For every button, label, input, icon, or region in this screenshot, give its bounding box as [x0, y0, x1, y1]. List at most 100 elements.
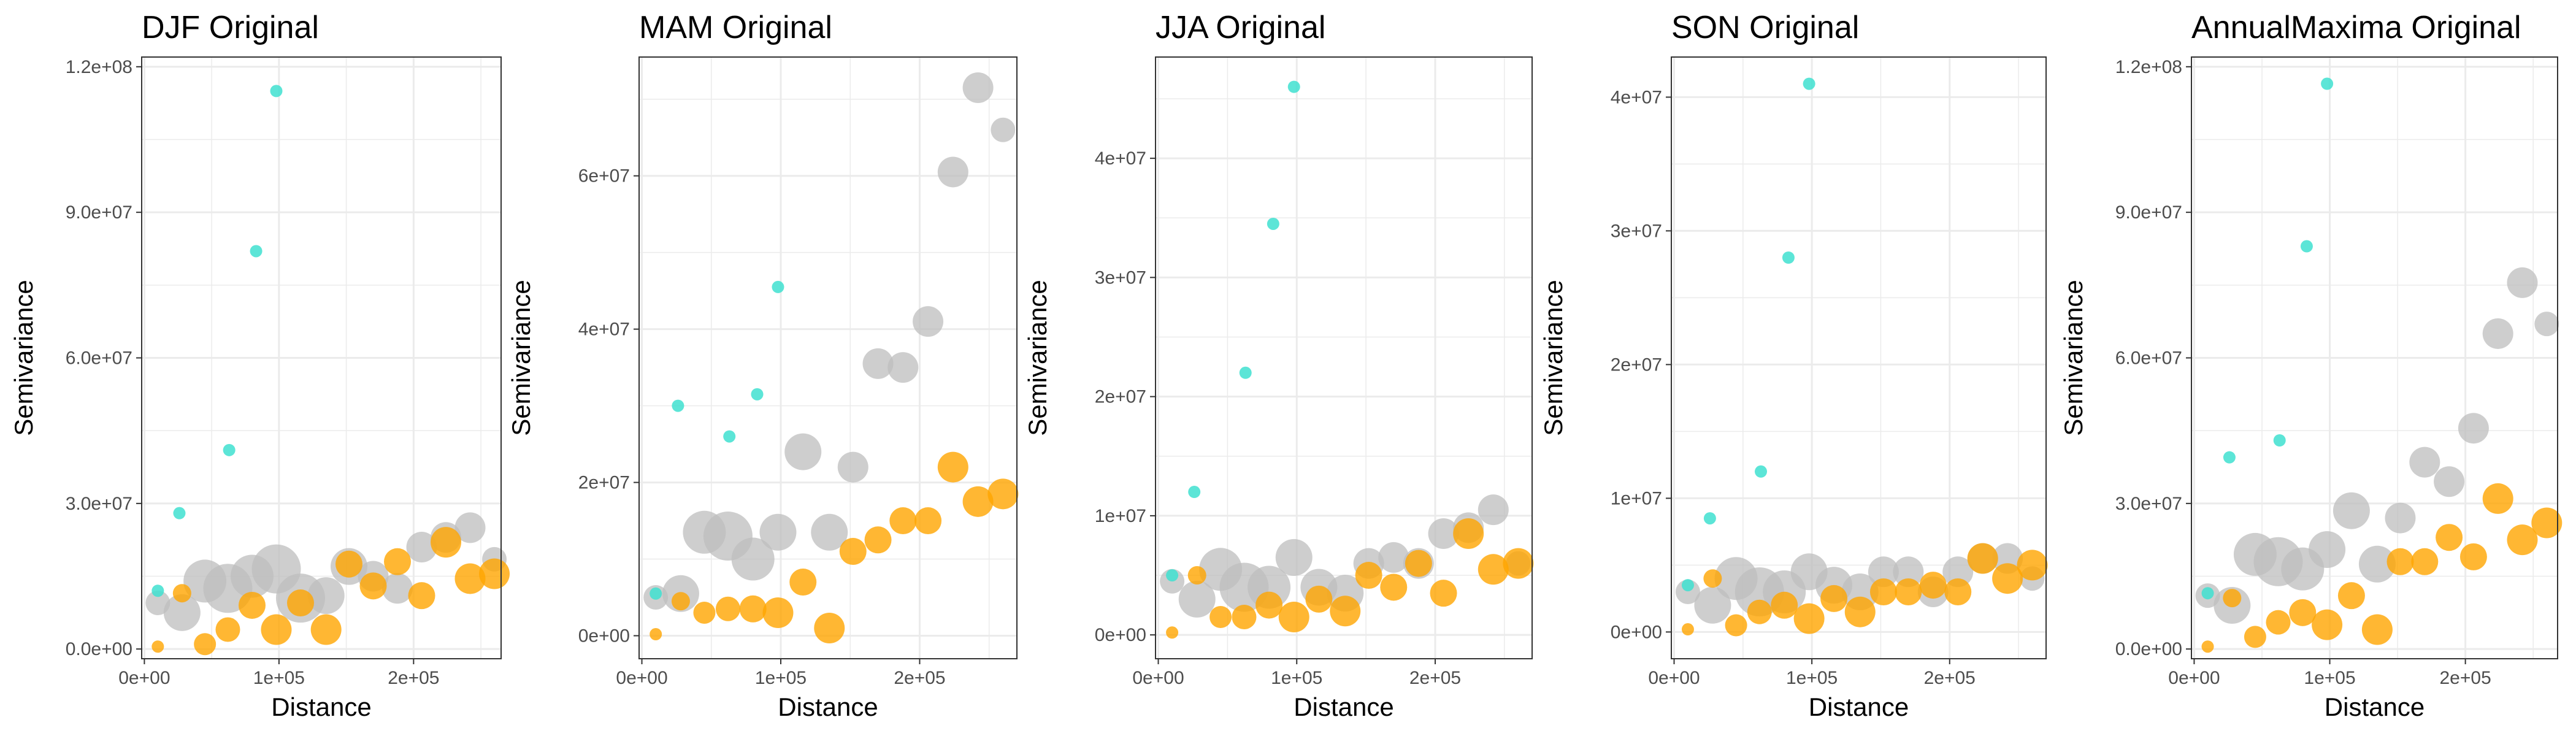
grey-point	[2482, 318, 2513, 349]
orange-point	[431, 527, 462, 558]
orange-point	[359, 572, 387, 600]
grey-point	[1378, 542, 1409, 573]
y-tick-label: 2e+07	[1611, 355, 1662, 375]
grey-point	[2333, 492, 2370, 529]
cyan-point	[1287, 80, 1300, 93]
orange-point	[1255, 591, 1283, 619]
x-tick-label: 0e+00	[616, 668, 667, 688]
grey-point	[2385, 502, 2416, 534]
y-tick-label: 3.0e+07	[66, 494, 132, 514]
cyan-point	[2300, 240, 2313, 253]
grey-point	[962, 72, 994, 103]
cyan-point	[1239, 366, 1252, 379]
cyan-point	[1166, 569, 1179, 582]
grey-point	[1178, 580, 1216, 618]
y-tick-label: 9.0e+07	[66, 202, 132, 223]
y-tick-label: 3e+07	[1095, 267, 1146, 288]
orange-point	[194, 633, 217, 656]
grey-point	[811, 513, 848, 551]
orange-point	[1232, 605, 1257, 630]
x-tick-label: 0e+00	[118, 668, 170, 688]
grey-point	[784, 433, 822, 470]
cyan-point	[1803, 77, 1815, 90]
grey-point	[1942, 556, 1974, 588]
orange-point	[2017, 550, 2048, 581]
grey-point	[382, 573, 413, 604]
orange-point	[215, 617, 240, 642]
grey-point	[1478, 494, 1509, 526]
y-tick-label: 9.0e+07	[2115, 202, 2182, 223]
grey-point	[2458, 413, 2489, 444]
panel-title: MAM Original	[639, 10, 832, 45]
orange-point	[172, 584, 191, 603]
orange-point	[1405, 550, 1432, 577]
grey-point	[991, 117, 1016, 142]
cyan-point	[2273, 434, 2286, 447]
panel-title: AnnualMaxima Original	[2191, 10, 2521, 45]
orange-point	[1278, 602, 1309, 633]
grey-point	[837, 451, 868, 483]
orange-point	[1967, 543, 1998, 574]
y-tick-label: 3.0e+07	[2115, 494, 2182, 514]
orange-point	[238, 591, 266, 619]
grey-point	[163, 594, 201, 631]
orange-point	[2459, 543, 2487, 570]
x-axis-label: Distance	[1809, 692, 1909, 721]
orange-point	[1793, 603, 1825, 634]
plot-background	[639, 57, 1017, 659]
cyan-point	[270, 85, 283, 98]
cyan-point	[751, 388, 764, 401]
orange-point	[987, 478, 1019, 510]
orange-point	[864, 526, 892, 554]
x-tick-label: 2e+05	[1924, 668, 1976, 688]
y-axis-label: Semivariance	[2059, 280, 2088, 435]
orange-point	[937, 451, 968, 483]
orange-point	[1703, 569, 1722, 588]
orange-point	[2223, 589, 2242, 608]
cyan-point	[1267, 217, 1279, 230]
y-tick-label: 0e+00	[1095, 625, 1146, 645]
x-tick-label: 2e+05	[894, 668, 945, 688]
x-tick-label: 0e+00	[1132, 668, 1184, 688]
orange-point	[2507, 524, 2538, 556]
x-tick-label: 2e+05	[388, 668, 439, 688]
cyan-point	[2201, 587, 2214, 600]
y-tick-label: 2e+07	[578, 473, 630, 493]
x-tick-label: 1e+05	[755, 668, 807, 688]
y-axis-label: Semivariance	[1539, 280, 1568, 435]
grey-point	[1428, 518, 1459, 550]
x-tick-label: 2e+05	[1409, 668, 1461, 688]
cyan-point	[151, 585, 164, 597]
y-tick-label: 1e+07	[1611, 488, 1662, 508]
x-tick-label: 1e+05	[1786, 668, 1838, 688]
orange-point	[2201, 640, 2214, 653]
y-tick-label: 1.2e+08	[66, 57, 132, 77]
orange-point	[1330, 596, 1361, 627]
grey-point	[145, 591, 171, 616]
orange-point	[408, 582, 435, 610]
y-tick-label: 4e+07	[1611, 87, 1662, 107]
cyan-point	[2321, 77, 2334, 90]
cyan-point	[1782, 251, 1795, 264]
grey-point	[937, 156, 968, 188]
orange-point	[1187, 566, 1206, 585]
orange-point	[454, 563, 486, 594]
grey-point	[406, 532, 437, 563]
grey-point	[2507, 267, 2538, 298]
panel-2: 0e+00 1e+05 2e+05 0e+00 2e+07 4e+07 6e+07 MAM O…	[507, 10, 1019, 721]
cyan-point	[650, 587, 662, 600]
panel-4: 0e+00 1e+05 2e+05 0e+00 1e+07 2e+07 3e+07 4e+07…	[1539, 10, 2048, 721]
orange-point	[1209, 606, 1232, 629]
grey-point	[2358, 545, 2396, 583]
orange-point	[671, 592, 690, 611]
orange-point	[1681, 623, 1694, 636]
grey-point	[731, 537, 775, 581]
y-axis-label: Semivariance	[1023, 280, 1052, 435]
panel-title: SON Original	[1671, 10, 1859, 45]
cyan-point	[2223, 451, 2236, 464]
y-tick-label: 1.2e+08	[2115, 57, 2182, 77]
grey-point	[862, 348, 894, 379]
orange-point	[1305, 585, 1333, 613]
y-tick-label: 0e+00	[578, 626, 630, 646]
